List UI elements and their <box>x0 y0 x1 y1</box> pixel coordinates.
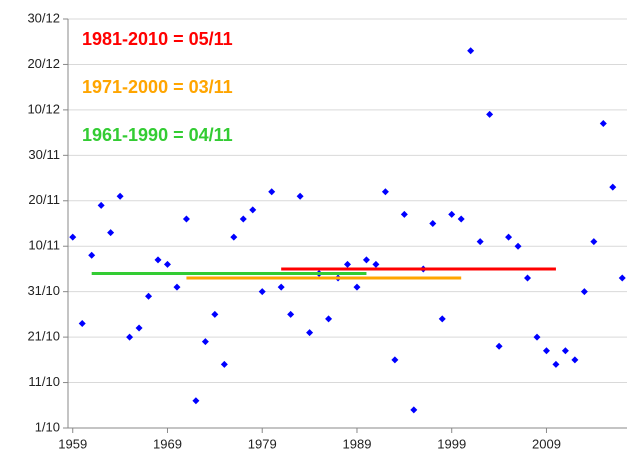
point <box>505 233 513 241</box>
point <box>391 356 399 364</box>
y-tick-label: 31/10 <box>27 283 60 298</box>
point <box>201 338 209 346</box>
mean-label: 1971-2000 = 03/11 <box>82 77 233 97</box>
point <box>287 310 295 318</box>
y-tick-label: 10/12 <box>27 101 60 116</box>
point <box>486 110 494 118</box>
point <box>476 238 484 246</box>
mean-label: 1961-1990 = 04/11 <box>82 125 233 145</box>
point <box>116 192 124 200</box>
point <box>296 192 304 200</box>
point <box>580 288 588 296</box>
point <box>344 260 351 268</box>
point <box>211 310 219 318</box>
y-tick-label: 30/12 <box>27 10 60 25</box>
x-tick-label: 1969 <box>153 436 182 451</box>
y-tick-label: 11/10 <box>28 374 60 389</box>
point <box>381 188 389 196</box>
y-tick-label: 20/12 <box>27 56 60 71</box>
mean-label: 1981-2010 = 05/11 <box>82 29 233 49</box>
point <box>306 329 314 337</box>
point <box>325 315 333 323</box>
x-tick-label: 1959 <box>58 436 87 451</box>
point <box>78 319 86 327</box>
point <box>599 120 607 128</box>
point <box>514 242 522 250</box>
point <box>192 397 200 405</box>
point <box>438 315 446 323</box>
point <box>609 183 617 191</box>
point <box>495 342 503 350</box>
point <box>69 233 77 241</box>
y-tick-label: 20/11 <box>28 192 60 207</box>
point <box>400 210 408 218</box>
point <box>173 283 181 291</box>
y-tick-label: 1/10 <box>35 419 60 434</box>
point <box>524 274 532 282</box>
point <box>268 188 276 196</box>
point <box>372 260 380 268</box>
point <box>353 283 361 291</box>
point <box>97 201 105 209</box>
point <box>618 274 626 282</box>
point <box>467 47 475 55</box>
point <box>457 215 465 223</box>
x-tick-label: 1989 <box>343 436 372 451</box>
x-tick-label: 1979 <box>248 436 277 451</box>
point <box>220 360 228 368</box>
point <box>258 288 266 296</box>
y-tick-label: 21/10 <box>27 329 60 344</box>
y-tick-label: 10/11 <box>28 238 60 253</box>
point <box>533 333 541 341</box>
y-tick-label: 30/11 <box>28 147 60 162</box>
point <box>154 256 162 264</box>
point <box>362 256 370 264</box>
point <box>552 360 560 368</box>
point <box>249 206 257 214</box>
point <box>410 406 418 414</box>
point <box>107 229 115 237</box>
point <box>277 283 285 291</box>
point <box>126 333 134 341</box>
point <box>145 292 153 300</box>
point <box>88 251 96 259</box>
point <box>561 347 569 355</box>
point <box>571 356 579 364</box>
point <box>182 215 190 223</box>
point <box>230 233 238 241</box>
point <box>542 347 550 355</box>
point <box>163 260 171 268</box>
point <box>239 215 247 223</box>
x-tick-label: 1999 <box>437 436 466 451</box>
point <box>135 324 143 332</box>
x-tick-label: 2009 <box>532 436 561 451</box>
point <box>448 210 456 218</box>
point <box>429 220 437 227</box>
point <box>590 238 598 246</box>
